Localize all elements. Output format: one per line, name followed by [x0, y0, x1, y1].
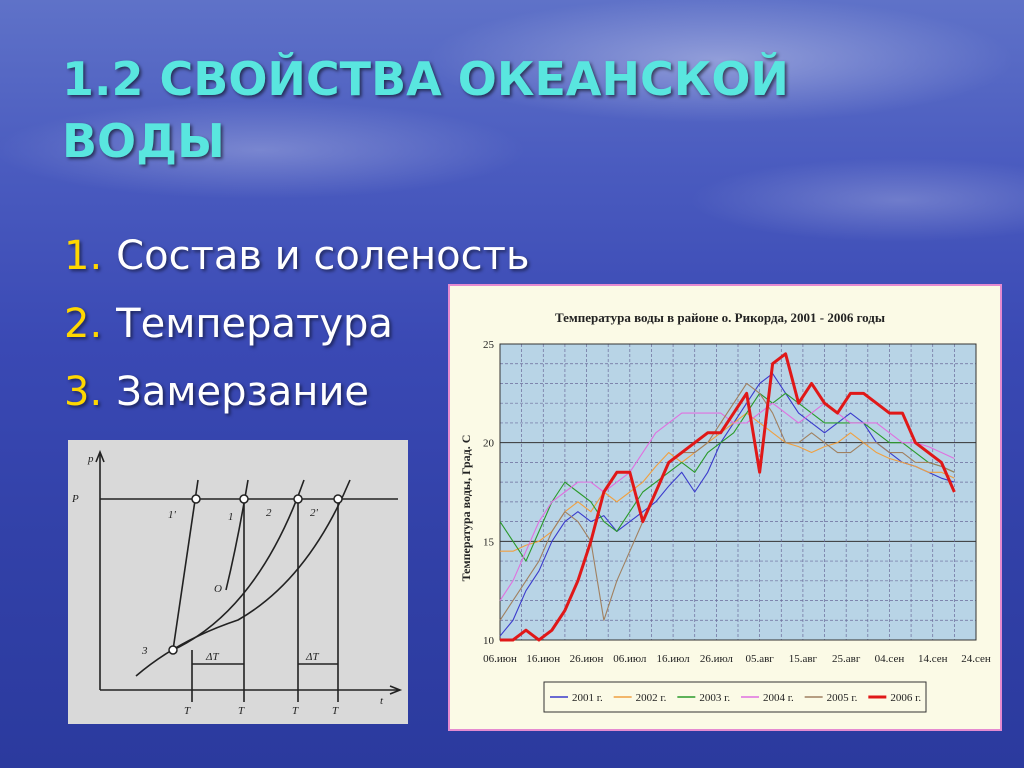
legend-label: 2001 г. [572, 692, 603, 704]
bullet-number: 3. [64, 369, 103, 415]
pt-diagram-svg: p t P 1' 1 2 2' 3 O ΔT ΔT T T T T [71, 449, 403, 717]
series-line [499, 402, 955, 601]
x-tick-label: 14.сен [918, 653, 948, 665]
delta-label: ΔT [205, 651, 219, 663]
plot-border [499, 343, 977, 641]
p-axis-arrow [95, 449, 105, 463]
y-tick-label: 10 [483, 635, 495, 647]
t-axis-arrow [389, 685, 403, 695]
x-tick-label: 04.сен [875, 653, 905, 665]
series-line [500, 352, 956, 642]
bullet-number: 2. [64, 301, 103, 347]
curve-1 [225, 479, 249, 591]
series-line [500, 412, 955, 552]
x-tick-label: 16.июн [526, 653, 560, 665]
x-tick-label: 15.авг [789, 653, 818, 665]
legend-label: 2002 г. [636, 692, 667, 704]
curve-label: 1' [168, 509, 177, 521]
t-axis-label: t [380, 695, 384, 707]
curve-label: O [214, 583, 222, 595]
curve-2prime [135, 479, 351, 677]
p-level-label: P [71, 493, 79, 505]
pt-diagram: p t P 1' 1 2 2' 3 O ΔT ΔT T T T T [68, 440, 408, 724]
bullet-text: Замерзание [116, 369, 370, 415]
curve-label: 1 [228, 511, 234, 523]
temperature-chart: Температура воды в районе о. Рикорда, 20… [459, 310, 991, 713]
bottom-label: T [184, 705, 191, 717]
y-tick-label: 15 [483, 536, 495, 548]
bullet-text: Состав и соленость [116, 233, 530, 279]
series-line [499, 382, 955, 621]
y-tick-label: 25 [483, 339, 495, 351]
legend-label: 2004 г. [763, 692, 794, 704]
x-tick-label: 25.авг [832, 653, 861, 665]
x-tick-label: 06.июн [483, 653, 517, 665]
delta-label: ΔT [305, 651, 319, 663]
x-tick-label: 26.июл [700, 653, 734, 665]
bullet-text: Температура [116, 301, 393, 347]
x-tick-label: 16.июл [657, 653, 691, 665]
legend-label: 2005 г. [827, 692, 858, 704]
bullet-number: 1. [64, 233, 103, 279]
x-tick-label: 24.сен [961, 653, 991, 665]
chart-title: Температура воды в районе о. Рикорда, 20… [555, 310, 885, 325]
temperature-chart-panel: Температура воды в районе о. Рикорда, 20… [448, 284, 1002, 731]
bullet-item: 2. Температура [64, 290, 530, 358]
legend-label: 2006 г. [890, 692, 921, 704]
curve-1prime [172, 479, 199, 651]
x-tick-label: 05.авг [745, 653, 774, 665]
bottom-label: T [332, 705, 339, 717]
y-tick-label: 20 [483, 438, 495, 450]
curve-2 [172, 479, 305, 651]
bottom-label: T [238, 705, 245, 717]
bullet-item: 1. Состав и соленость [64, 222, 530, 290]
x-tick-label: 26.июн [570, 653, 604, 665]
bullet-item: 3. Замерзание [64, 358, 530, 426]
curve-label: 2 [266, 507, 272, 519]
y-axis-title: Температура воды, Град. С [459, 435, 473, 582]
bottom-label: T [292, 705, 299, 717]
bullet-list: 1. Состав и соленость 2. Температура 3. Зам… [64, 222, 530, 426]
series-line [499, 392, 955, 562]
x-tick-label: 06.июл [613, 653, 647, 665]
legend-label: 2003 г. [699, 692, 730, 704]
p-axis-label: p [87, 453, 94, 465]
curve-label: 2' [310, 507, 319, 519]
curve-label: 3 [141, 645, 148, 657]
legend-box [543, 681, 927, 713]
slide-title: 1.2 СВОЙСТВА ОКЕАНСКОЙ ВОДЫ [62, 52, 789, 168]
